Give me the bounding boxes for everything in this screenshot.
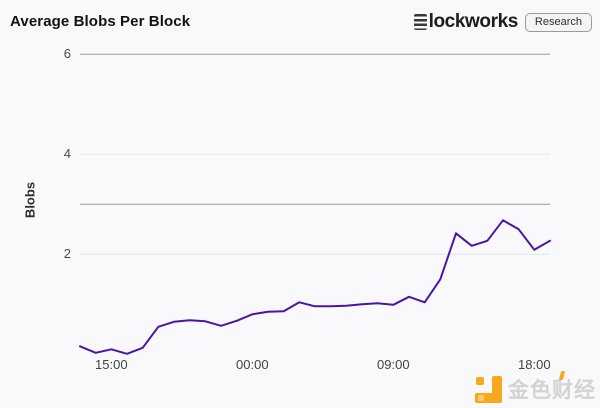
jinse-watermark: 金色财经 <box>475 371 596 404</box>
x-tick-label-0000: 00:00 <box>236 357 269 372</box>
jinse-finance-icon <box>475 375 502 403</box>
jinse-watermark-text: 金色财经 <box>508 371 596 404</box>
research-badge: Research <box>524 12 592 32</box>
y-tick-label-4: 4 <box>63 146 71 162</box>
x-tick-label-0900: 09:00 <box>377 357 410 372</box>
blockworks-wordmark: lockworks <box>428 11 519 32</box>
y-tick-label-2: 2 <box>63 246 71 262</box>
blobs-line-series <box>79 219 551 355</box>
blockworks-brand: lockworks Research <box>413 11 592 33</box>
x-tick-label-1500: 15:00 <box>95 357 128 372</box>
blockworks-logo: lockworks <box>413 11 519 33</box>
x-tick-label-1800: 18:00 <box>518 357 551 372</box>
page-title: Average Blobs Per Block <box>10 13 191 30</box>
blockworks-b-icon <box>413 14 427 30</box>
y-tick-label-6: 6 <box>63 46 71 62</box>
